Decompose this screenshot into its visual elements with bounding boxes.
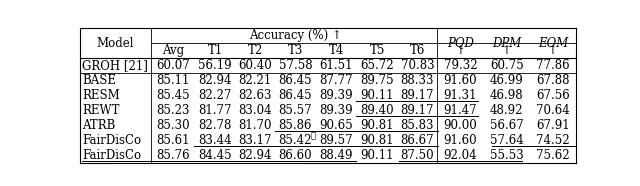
Text: 85.61: 85.61	[156, 134, 190, 147]
Text: 85.57: 85.57	[278, 104, 312, 117]
Text: 60.07: 60.07	[156, 59, 190, 72]
Text: 92.04: 92.04	[444, 149, 477, 162]
Text: 83.04: 83.04	[239, 104, 272, 117]
Text: 56.67: 56.67	[490, 119, 524, 132]
Text: 89.39: 89.39	[319, 104, 353, 117]
Text: T4: T4	[328, 44, 344, 57]
Text: 65.72: 65.72	[360, 59, 394, 72]
Text: 77.86: 77.86	[536, 59, 570, 72]
Text: REWT: REWT	[83, 104, 120, 117]
Text: 46.99: 46.99	[490, 74, 524, 87]
Text: FairDisCo: FairDisCo	[83, 134, 141, 147]
Text: Model: Model	[97, 36, 134, 49]
Text: 46.98: 46.98	[490, 89, 524, 102]
Text: FairDisCo: FairDisCo	[83, 149, 141, 162]
Text: 82.27: 82.27	[198, 89, 232, 102]
Text: 90.81: 90.81	[360, 134, 394, 147]
Text: 74.52: 74.52	[536, 134, 570, 147]
Text: 60.75: 60.75	[490, 59, 524, 72]
Text: 67.56: 67.56	[536, 89, 570, 102]
Text: 85.86: 85.86	[278, 119, 312, 132]
Text: 70.83: 70.83	[401, 59, 434, 72]
Text: Avg: Avg	[162, 44, 184, 57]
Text: 88.33: 88.33	[401, 74, 434, 87]
Text: Accuracy (%) ↑: Accuracy (%) ↑	[249, 29, 342, 42]
Text: 83.17: 83.17	[239, 134, 272, 147]
Text: 84.45: 84.45	[198, 149, 232, 162]
Text: T6: T6	[410, 44, 425, 57]
Text: 83.44: 83.44	[198, 134, 232, 147]
Text: 88.49: 88.49	[319, 149, 353, 162]
Text: 85.30: 85.30	[156, 119, 190, 132]
Text: 89.17: 89.17	[401, 104, 434, 117]
Text: 82.21: 82.21	[239, 74, 272, 87]
Text: 90.00: 90.00	[444, 119, 477, 132]
Text: 90.81: 90.81	[360, 119, 394, 132]
Text: 85.83: 85.83	[401, 119, 434, 132]
Text: 89.39: 89.39	[319, 89, 353, 102]
Text: ATRB: ATRB	[83, 119, 116, 132]
Text: 57.58: 57.58	[278, 59, 312, 72]
Text: ↑: ↑	[456, 44, 465, 57]
Text: 60.40: 60.40	[239, 59, 272, 72]
Text: 91.60: 91.60	[444, 74, 477, 87]
Text: 56.19: 56.19	[198, 59, 232, 72]
Text: EOM: EOM	[538, 36, 568, 49]
Text: T1: T1	[207, 44, 223, 57]
Text: 85.23: 85.23	[156, 104, 190, 117]
Text: PQD: PQD	[447, 36, 474, 49]
Text: 85.42: 85.42	[278, 134, 312, 147]
Text: ∅: ∅	[310, 132, 315, 140]
Text: 89.75: 89.75	[360, 74, 394, 87]
Text: RESM: RESM	[83, 89, 120, 102]
Text: 86.45: 86.45	[278, 89, 312, 102]
Text: 57.64: 57.64	[490, 134, 524, 147]
Text: 70.64: 70.64	[536, 104, 570, 117]
Text: 82.94: 82.94	[239, 149, 272, 162]
Text: 89.40: 89.40	[360, 104, 394, 117]
Text: 48.92: 48.92	[490, 104, 524, 117]
Text: 75.62: 75.62	[536, 149, 570, 162]
Text: 82.94: 82.94	[198, 74, 232, 87]
Text: 91.60: 91.60	[444, 134, 477, 147]
Text: 87.77: 87.77	[319, 74, 353, 87]
Text: 87.50: 87.50	[401, 149, 434, 162]
Text: T2: T2	[248, 44, 263, 57]
Text: T3: T3	[287, 44, 303, 57]
Text: 91.31: 91.31	[444, 89, 477, 102]
Text: ↑: ↑	[548, 44, 558, 57]
Text: DPM: DPM	[492, 36, 522, 49]
Text: 90.65: 90.65	[319, 119, 353, 132]
Text: 85.11: 85.11	[156, 74, 189, 87]
Text: 85.76: 85.76	[156, 149, 190, 162]
Text: 82.63: 82.63	[239, 89, 272, 102]
Text: 85.45: 85.45	[156, 89, 190, 102]
Text: T5: T5	[370, 44, 385, 57]
Text: ↑: ↑	[502, 44, 511, 57]
Text: 90.11: 90.11	[360, 89, 394, 102]
Text: 86.67: 86.67	[401, 134, 434, 147]
Text: 90.11: 90.11	[360, 149, 394, 162]
Text: GROH [21]: GROH [21]	[83, 59, 148, 72]
Text: 67.88: 67.88	[536, 74, 570, 87]
Text: 91.47: 91.47	[444, 104, 477, 117]
Text: 81.77: 81.77	[198, 104, 232, 117]
Text: 82.78: 82.78	[198, 119, 232, 132]
Text: 55.53: 55.53	[490, 149, 524, 162]
Text: 89.57: 89.57	[319, 134, 353, 147]
Text: 79.32: 79.32	[444, 59, 477, 72]
Text: BASE: BASE	[83, 74, 116, 87]
Text: 86.45: 86.45	[278, 74, 312, 87]
Text: 86.60: 86.60	[278, 149, 312, 162]
Text: 89.17: 89.17	[401, 89, 434, 102]
Text: 81.70: 81.70	[239, 119, 272, 132]
Text: 61.51: 61.51	[319, 59, 353, 72]
Text: 67.91: 67.91	[536, 119, 570, 132]
